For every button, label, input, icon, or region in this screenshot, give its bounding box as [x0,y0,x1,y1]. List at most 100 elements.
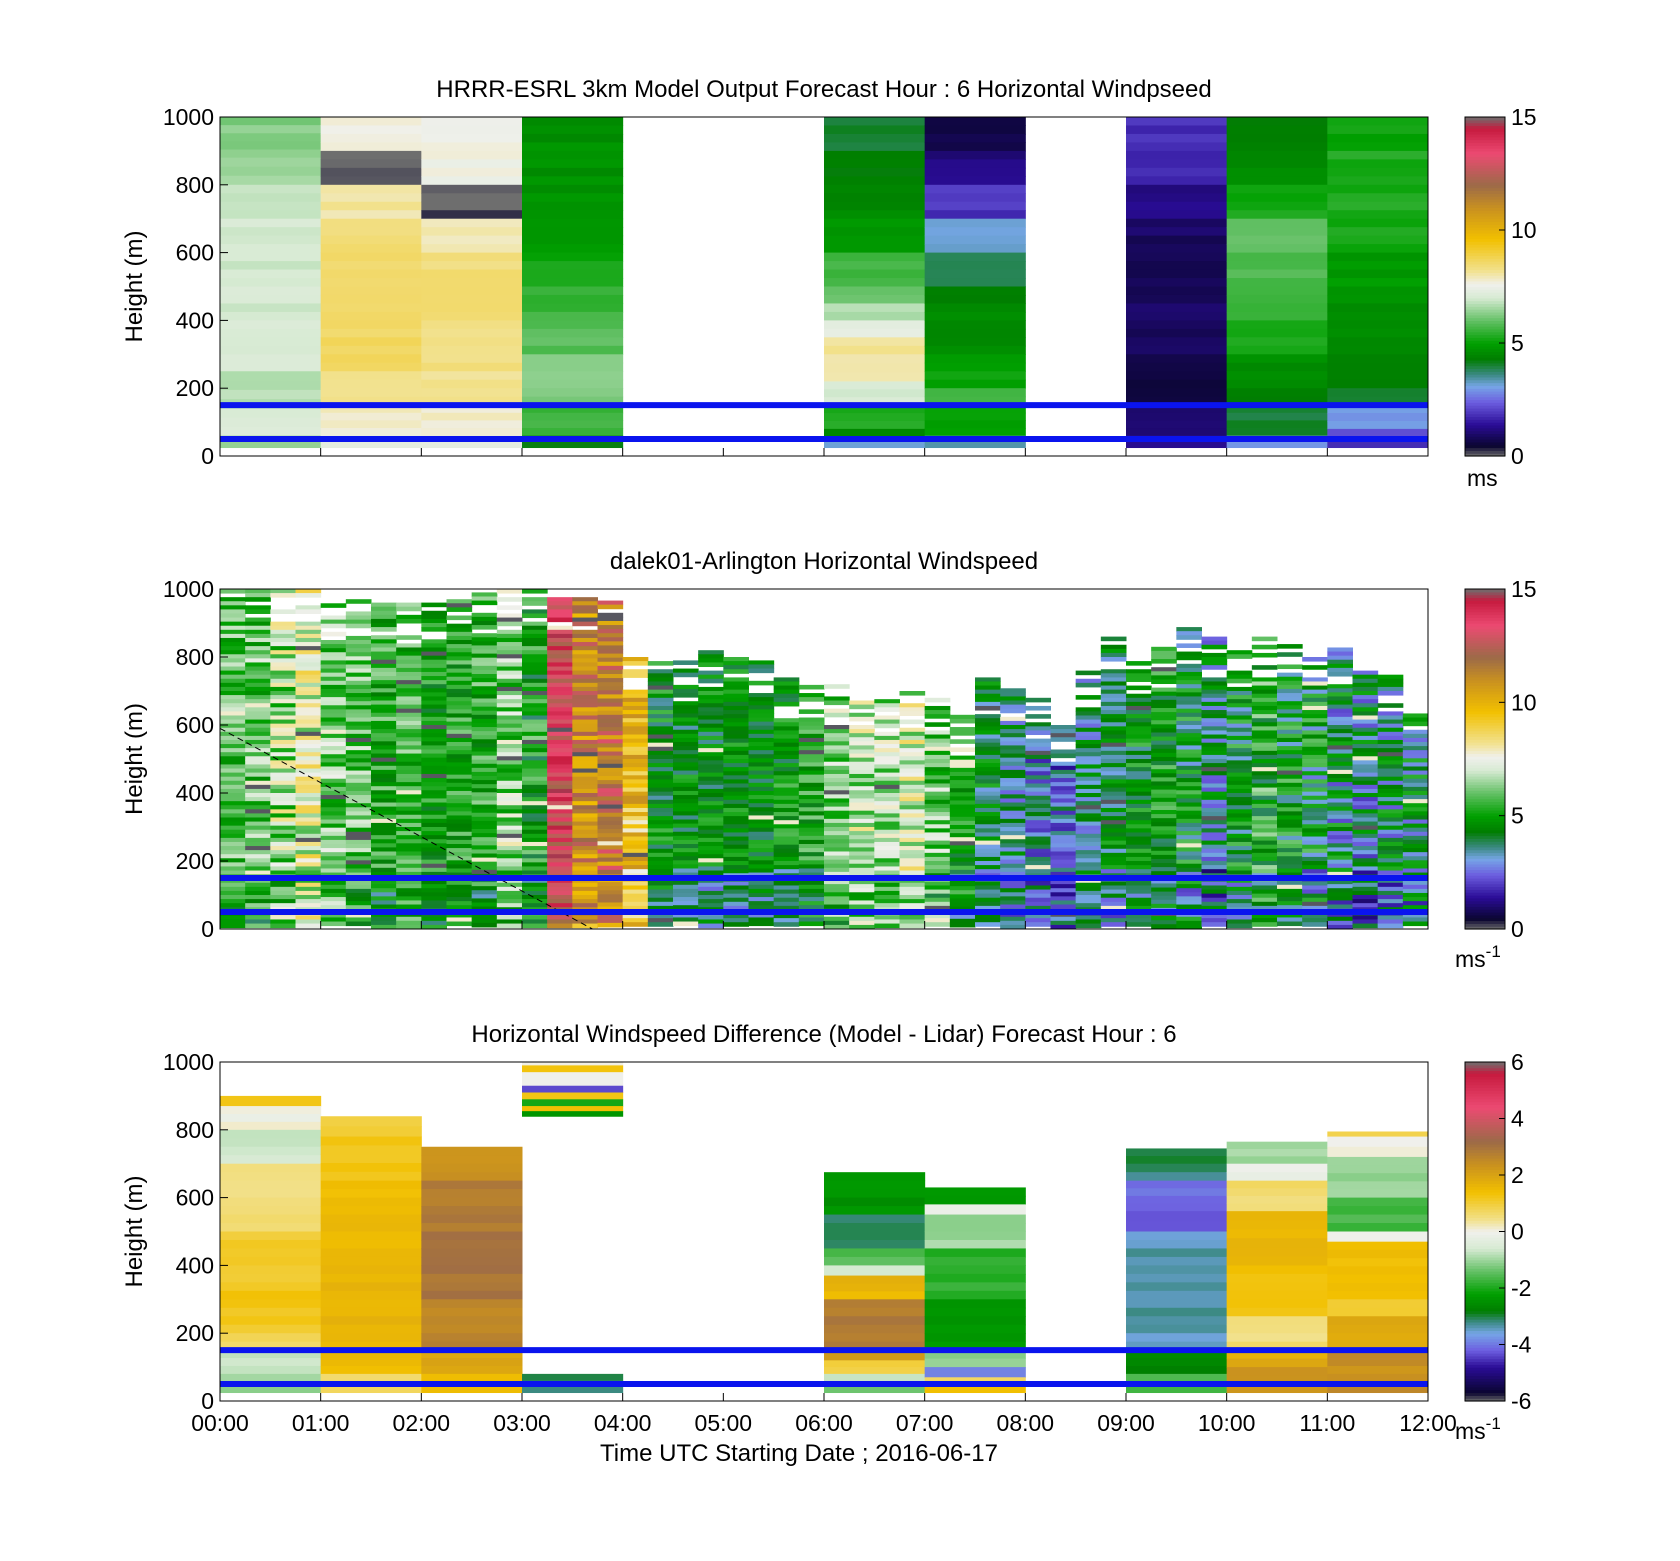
heatmap-cell [748,868,775,874]
heatmap-cell [220,686,246,692]
heatmap-cell [547,703,573,708]
heatmap-cell [396,769,422,775]
heatmap-cell [1327,320,1429,330]
heatmap-cell [824,924,850,930]
heatmap-cell [1226,303,1328,313]
heatmap-cell [522,735,548,741]
heatmap-cell [220,1307,322,1317]
colorbar-segment [1465,357,1505,361]
heatmap-cell [1327,716,1353,722]
heatmap-cell [1201,869,1228,874]
heatmap-cell [1151,850,1177,856]
heatmap-cell [446,693,473,698]
heatmap-cell [824,712,850,718]
heatmap-cell [1050,859,1077,865]
heatmap-cell [1000,814,1026,820]
heatmap-cell [1151,867,1177,872]
heatmap-cell [421,1282,523,1292]
heatmap-cell [547,805,573,810]
heatmap-cell [572,882,598,888]
colorbar-segment [1465,238,1505,242]
heatmap-cell [673,901,699,906]
heatmap-cell [1100,783,1127,789]
heatmap-cell [396,729,422,734]
heatmap-cell [899,731,926,737]
heatmap-cell [1126,1148,1228,1157]
heatmap-cell [1251,799,1278,805]
heatmap-cell [899,854,926,859]
heatmap-cell [421,286,523,296]
heatmap-cell [572,809,598,814]
heatmap-cell [849,859,875,865]
colorbar-segment [1465,405,1505,409]
heatmap-cell [446,648,473,653]
colorbar-segment [1465,204,1505,208]
heatmap-cell [1226,854,1253,859]
heatmap-cell [1201,885,1228,891]
heatmap-cell [320,320,422,330]
heatmap-cell [798,725,825,731]
heatmap-cell [975,685,1001,691]
heatmap-cell [1226,890,1253,896]
heatmap-cell [522,695,548,700]
heatmap-cell [522,379,624,389]
heatmap-cell [446,733,473,739]
heatmap-cell [1025,861,1051,866]
heatmap-cell [1277,799,1303,804]
heatmap-cell [1201,820,1228,825]
heatmap-cell [572,617,598,623]
heatmap-cell [421,896,447,901]
colorbar-segment [1465,119,1505,124]
heatmap-cell [446,799,473,804]
heatmap-cell [849,863,875,869]
heatmap-cell [1201,742,1228,748]
heatmap-cell [597,922,624,928]
heatmap-cell [1352,870,1379,876]
heatmap-cell [798,892,825,898]
heatmap-cell [1075,784,1102,790]
heatmap-cell [622,807,649,813]
colorbar-segment [1465,1090,1505,1094]
colorbar-segment [1465,244,1505,248]
heatmap-cell [1377,727,1404,733]
heatmap-cell [1100,726,1127,731]
heatmap-cell [899,862,926,867]
heatmap-cell [421,700,447,706]
heatmap-cell [1126,742,1152,748]
heatmap-cell [647,669,674,674]
heatmap-cell [924,812,951,817]
heatmap-cell [723,795,749,801]
heatmap-cell [1302,852,1328,858]
heatmap-cell [874,895,900,900]
heatmap-cell [320,631,347,637]
colorbar-segment [1465,878,1505,882]
heatmap-cell [496,695,523,700]
heatmap-cell [1327,1282,1429,1292]
heatmap-cell [371,798,397,804]
heatmap-cell [270,633,296,639]
heatmap-cell [975,803,1001,809]
heatmap-cell [421,680,447,685]
heatmap-cell [396,920,422,926]
heatmap-cell [1302,718,1328,723]
heatmap-cell [345,644,372,649]
heatmap-cell [597,841,624,846]
heatmap-cell [1025,812,1051,817]
heatmap-cell [673,807,699,812]
heatmap-cell [345,758,372,763]
heatmap-cell [421,1324,523,1334]
heatmap-cell [1251,922,1278,927]
heatmap-cell [673,660,699,665]
heatmap-cell [1327,871,1353,877]
heatmap-cell [421,1180,523,1190]
heatmap-cell [1100,718,1127,723]
heatmap-cell [824,1275,926,1284]
heatmap-cell [673,705,699,710]
heatmap-cell [723,840,749,846]
heatmap-cell [1176,749,1202,755]
heatmap-cell [1176,790,1202,795]
colorbar-segment [1465,1112,1505,1117]
heatmap-cell [723,734,749,740]
heatmap-cell [975,759,1001,764]
heatmap-cell [1201,754,1228,760]
